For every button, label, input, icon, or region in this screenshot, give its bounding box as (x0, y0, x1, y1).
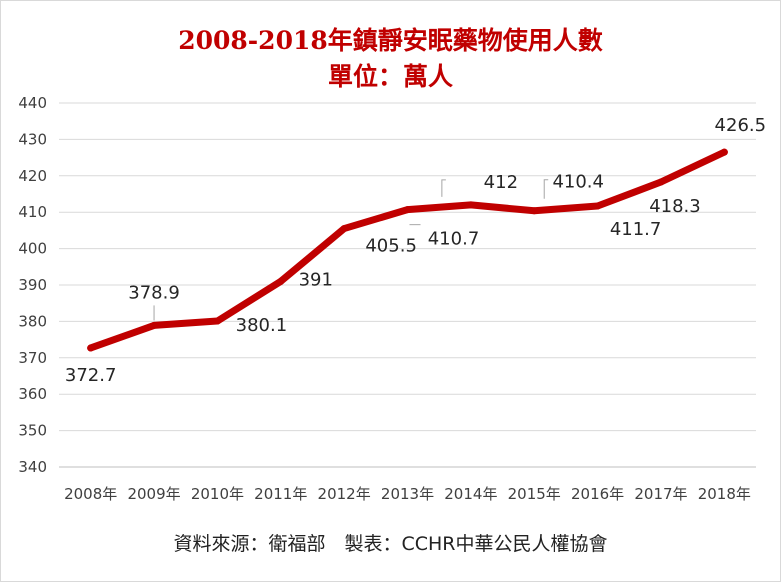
data-point (467, 201, 475, 209)
data-point (594, 202, 602, 210)
x-tick-label: 2017年 (634, 485, 687, 503)
data-point (720, 148, 728, 156)
x-tick-label: 2014年 (444, 485, 497, 503)
x-tick-label: 2008年 (64, 485, 117, 503)
x-tick-label: 2018年 (698, 485, 751, 503)
y-tick-label: 410 (18, 203, 47, 221)
data-label: 378.9 (128, 282, 180, 303)
leader-line (543, 179, 549, 199)
data-label: 418.3 (649, 196, 701, 217)
y-tick-label: 400 (18, 240, 47, 258)
leader-line (441, 179, 446, 197)
x-tick-label: 2009年 (127, 485, 180, 503)
x-tick-label: 2011年 (254, 485, 307, 503)
data-label: 410.7 (428, 229, 480, 250)
data-label: 380.1 (236, 315, 288, 336)
data-point (213, 317, 221, 325)
data-label: 411.7 (610, 219, 662, 240)
y-tick-label: 340 (18, 458, 47, 476)
x-tick-label: 2012年 (318, 485, 371, 503)
data-point (340, 225, 348, 233)
data-label: 426.5 (715, 115, 767, 136)
data-label: 412 (484, 172, 518, 193)
y-tick-label: 430 (18, 130, 47, 148)
data-point (530, 207, 538, 215)
data-label: 410.4 (552, 172, 604, 193)
line-chart: 340 350 360 370 380 390 400 410 420 430 440 2008年 20… (18, 94, 767, 503)
y-tick-label: 360 (18, 385, 47, 403)
data-point (277, 277, 285, 285)
data-point (87, 344, 95, 352)
y-tick-label: 350 (18, 422, 47, 440)
y-tick-label: 420 (18, 167, 47, 185)
data-point (657, 178, 665, 186)
y-tick-label: 380 (18, 312, 47, 330)
data-point (150, 321, 158, 329)
x-tick-label: 2013年 (381, 485, 434, 503)
data-point (404, 206, 411, 214)
data-label: 405.5 (365, 236, 417, 257)
data-label: 372.7 (65, 365, 117, 386)
chart-title: 2008-2018年鎮靜安眠藥物使用人數 (178, 26, 603, 55)
source-note: 資料來源：衛福部 製表：CCHR中華公民人權協會 (173, 533, 608, 555)
x-tick-label: 2016年 (571, 485, 624, 503)
y-tick-label: 390 (18, 276, 47, 294)
data-label: 391 (299, 269, 333, 290)
y-tick-label: 440 (18, 94, 47, 112)
y-tick-label: 370 (18, 349, 47, 367)
chart-subtitle: 單位：萬人 (327, 62, 453, 91)
x-tick-label: 2010年 (191, 485, 244, 503)
x-tick-label: 2015年 (508, 485, 561, 503)
